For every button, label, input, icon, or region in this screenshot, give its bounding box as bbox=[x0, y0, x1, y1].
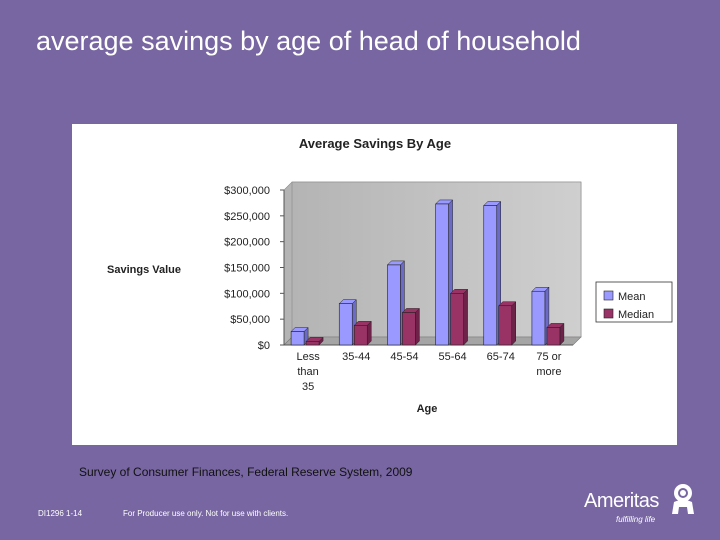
chart-title: Average Savings By Age bbox=[299, 136, 451, 151]
x-tick-label: Less bbox=[296, 351, 320, 363]
y-tick-label: $200,000 bbox=[224, 237, 270, 249]
bar-front bbox=[450, 293, 464, 346]
y-tick-label: $100,000 bbox=[224, 288, 270, 300]
bar-front bbox=[353, 325, 368, 346]
x-tick-label: 75 or bbox=[536, 351, 561, 363]
logo-tagline: fulfilling life bbox=[616, 515, 656, 524]
bar-side bbox=[463, 288, 468, 346]
y-tick-label: $150,000 bbox=[224, 263, 270, 275]
bar-median bbox=[546, 322, 565, 346]
ameritas-logo: Ameritas fulfilling life bbox=[584, 482, 700, 528]
x-axis-label: Age bbox=[417, 403, 438, 415]
bar-mean bbox=[434, 199, 454, 346]
bar-front bbox=[402, 312, 416, 346]
bar-median bbox=[401, 307, 421, 346]
source-note: Survey of Consumer Finances, Federal Res… bbox=[79, 465, 413, 479]
bar-front bbox=[387, 264, 401, 346]
y-tick-label: $250,000 bbox=[224, 211, 270, 223]
chart-panel: Average Savings By Age Savings Value Age… bbox=[72, 124, 677, 445]
bar-mean bbox=[531, 286, 550, 346]
bar-mean bbox=[338, 299, 357, 346]
legend-label-mean: Mean bbox=[618, 291, 646, 303]
legend-label-median: Median bbox=[618, 309, 654, 321]
bar-mean bbox=[386, 260, 406, 346]
legend-swatch-mean bbox=[603, 290, 614, 301]
x-tick-label: 35-44 bbox=[342, 351, 370, 363]
x-tick-label: 55-64 bbox=[439, 351, 467, 363]
y-tick-label: $50,000 bbox=[230, 314, 270, 326]
bar-front bbox=[305, 341, 320, 346]
bar-front bbox=[338, 303, 353, 346]
x-tick-label: than bbox=[297, 366, 318, 378]
legend-swatch-median bbox=[603, 308, 614, 319]
bar-front bbox=[531, 290, 546, 346]
bar-side bbox=[415, 307, 420, 346]
bar-front bbox=[546, 327, 561, 346]
bar-front bbox=[498, 305, 513, 346]
bar-mean bbox=[290, 326, 309, 346]
bar-median bbox=[353, 320, 372, 346]
footer-disclaimer: For Producer use only. Not for use with … bbox=[123, 509, 289, 518]
bar-front bbox=[290, 331, 305, 346]
bar-front bbox=[483, 205, 498, 346]
footer-code: DI1296 1-14 bbox=[38, 509, 83, 518]
x-tick-label: 65-74 bbox=[487, 351, 515, 363]
bar-median bbox=[449, 288, 469, 346]
x-tick-label: 35 bbox=[302, 381, 314, 393]
bar-median bbox=[305, 336, 324, 346]
y-tick-label: $0 bbox=[258, 340, 270, 352]
lion-icon bbox=[672, 484, 694, 514]
bar-front bbox=[435, 203, 449, 346]
bar-side bbox=[511, 301, 516, 346]
slide-title: average savings by age of head of househ… bbox=[36, 26, 581, 56]
x-tick-label: more bbox=[536, 366, 561, 378]
y-tick-label: $300,000 bbox=[224, 185, 270, 197]
x-tick-label: 45-54 bbox=[390, 351, 418, 363]
y-axis-label: Savings Value bbox=[107, 264, 181, 276]
bar-median bbox=[498, 301, 517, 346]
bar-chart: Average Savings By Age Savings Value Age… bbox=[107, 136, 673, 415]
logo-wordmark: Ameritas bbox=[584, 490, 659, 512]
bar-mean bbox=[483, 200, 502, 346]
